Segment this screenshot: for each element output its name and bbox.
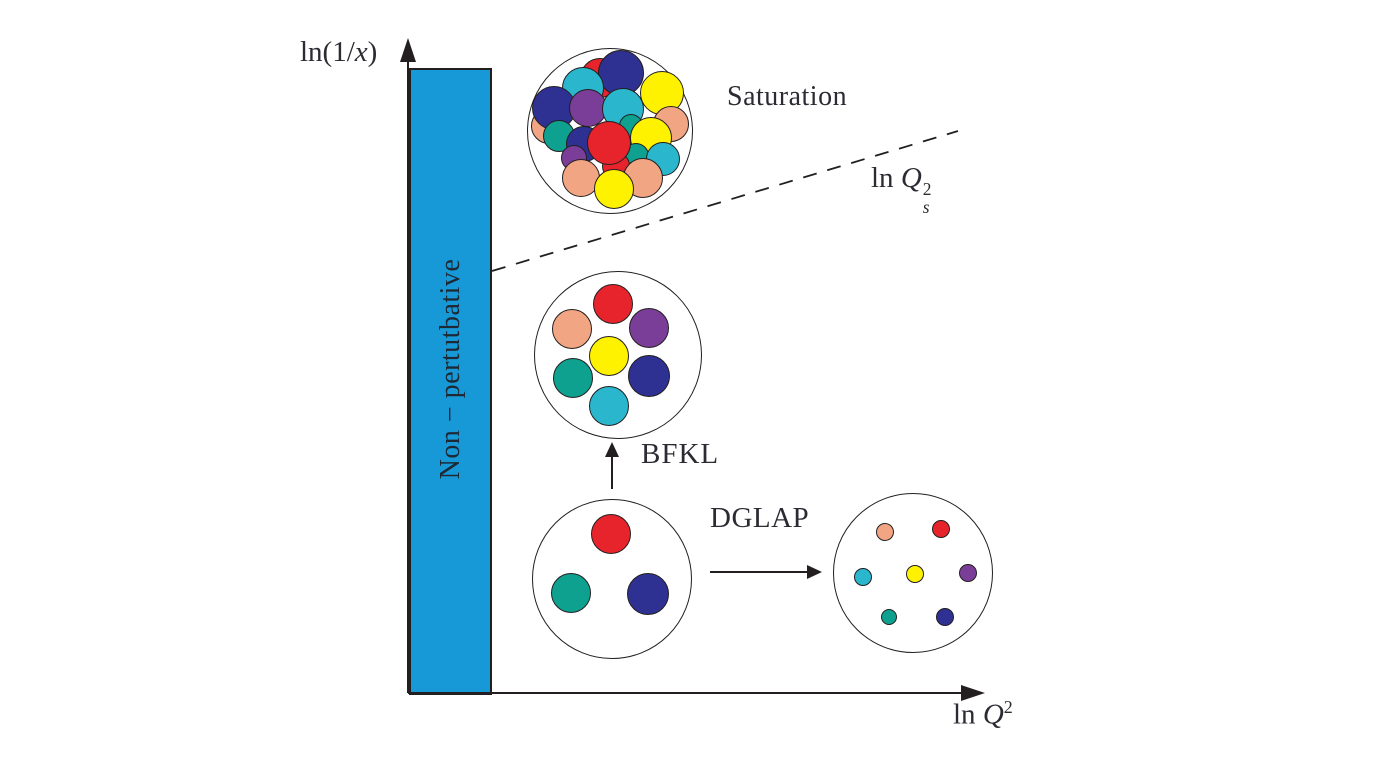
bfkl-hadron-parton-navy <box>628 355 670 397</box>
dglap-label: DGLAP <box>710 502 810 534</box>
y-axis-label-post: ) <box>367 36 378 68</box>
dglap-hadron <box>833 493 993 653</box>
proton-parton-teal <box>551 573 591 613</box>
x-axis-head <box>961 685 985 701</box>
dglap-hadron-parton-yellow <box>906 565 924 583</box>
bfkl-hadron-parton-salmon <box>552 309 592 349</box>
dglap-hadron-parton-cyan <box>854 568 872 586</box>
saturated-hadron-parton-purple <box>569 89 607 127</box>
bfkl-hadron-parton-cyan <box>589 386 629 426</box>
bfkl-hadron-parton-purple <box>629 308 669 348</box>
y-axis-label-pre: ln(1/ <box>300 36 355 68</box>
dglap-hadron-parton-navy <box>936 608 954 626</box>
dglap-hadron-parton-purple <box>959 564 977 582</box>
saturation-scale-var: Q <box>900 162 922 194</box>
saturation-scale-sup: 2 <box>922 178 932 199</box>
saturated-hadron-parton-salmon <box>562 159 600 197</box>
proton-parton-navy <box>627 573 669 615</box>
bfkl-arrow-head <box>605 442 619 457</box>
dglap-hadron-parton-salmon <box>876 523 894 541</box>
dglap-hadron-parton-red <box>932 520 950 538</box>
x-axis-label-sup: 2 <box>1003 697 1013 717</box>
x-axis-label-pre: ln <box>953 698 983 731</box>
y-axis-label-var: x <box>354 36 368 68</box>
saturation-scale-sub: s <box>922 197 930 218</box>
proton-parton-red <box>591 514 631 554</box>
saturated-hadron-parton-yellow <box>594 169 634 209</box>
dglap-hadron-parton-teal <box>881 609 897 625</box>
proton <box>532 499 692 659</box>
y-axis-label: ln(1/x) <box>300 38 377 67</box>
saturation-region-label: Saturation <box>727 81 848 112</box>
saturated-hadron <box>527 48 693 214</box>
bfkl-label: BFKL <box>641 438 720 470</box>
bfkl-hadron-parton-red <box>593 284 633 324</box>
saturated-hadron-parton-red <box>587 121 631 165</box>
bfkl-hadron <box>534 271 702 439</box>
y-axis-head <box>400 38 416 62</box>
x-axis-label-var: Q <box>982 698 1004 731</box>
x-axis-label: ln Q2 <box>953 698 1013 730</box>
bfkl-hadron-parton-yellow <box>589 336 629 376</box>
saturation-scale-dashed-line <box>491 130 959 272</box>
dglap-arrow-head <box>807 565 822 579</box>
bfkl-hadron-parton-teal <box>553 358 593 398</box>
saturation-scale-pre: ln <box>871 162 901 194</box>
